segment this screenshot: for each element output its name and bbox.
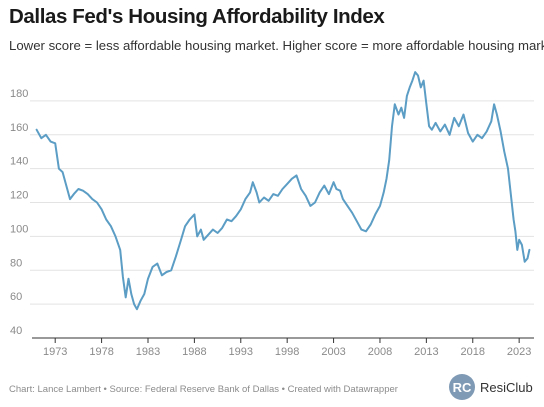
y-tick-label: 60 [10, 291, 22, 303]
series-line [35, 71, 531, 311]
x-axis: 1973 1978 1983 1988 1993 1998 2003 2008 2013 2018… [32, 337, 534, 358]
y-tick-label: 160 [10, 122, 28, 134]
x-tick-label: 2018 [461, 346, 485, 358]
y-tick-label: 80 [10, 257, 22, 269]
x-tick-label: 2008 [368, 346, 392, 358]
y-tick-label: 140 [10, 156, 28, 168]
y-axis-labels: 40 60 80 100 120 140 160 180 [10, 88, 28, 337]
series-layer [35, 71, 531, 311]
x-tick-label: 1993 [229, 346, 253, 358]
brand[interactable]: RC ResiClub [448, 372, 540, 402]
x-tick-label: 2003 [321, 346, 345, 358]
x-tick-label: 1988 [182, 346, 206, 358]
logo-letters: RC [453, 380, 472, 395]
y-tick-label: 120 [10, 190, 28, 202]
x-tick-label: 1998 [275, 346, 299, 358]
y-tick-label: 180 [10, 88, 28, 100]
gridlines [30, 100, 534, 305]
chart-title: Dallas Fed's Housing Affordability Index [9, 5, 385, 28]
x-tick-label: 1978 [89, 346, 113, 358]
x-tick-label: 1973 [43, 346, 67, 358]
y-tick-label: 40 [10, 325, 22, 337]
x-tick-label: 2013 [414, 346, 438, 358]
chart-credits: Chart: Lance Lambert • Source: Federal R… [9, 384, 398, 395]
resiclub-logo-icon: RC [449, 374, 475, 400]
brand-name: ResiClub [480, 379, 533, 395]
x-tick-label: 2023 [507, 346, 531, 358]
chart-subtitle: Lower score = less affordable housing ma… [9, 38, 544, 53]
x-tick-label: 1983 [136, 346, 160, 358]
y-tick-label: 100 [10, 223, 28, 235]
